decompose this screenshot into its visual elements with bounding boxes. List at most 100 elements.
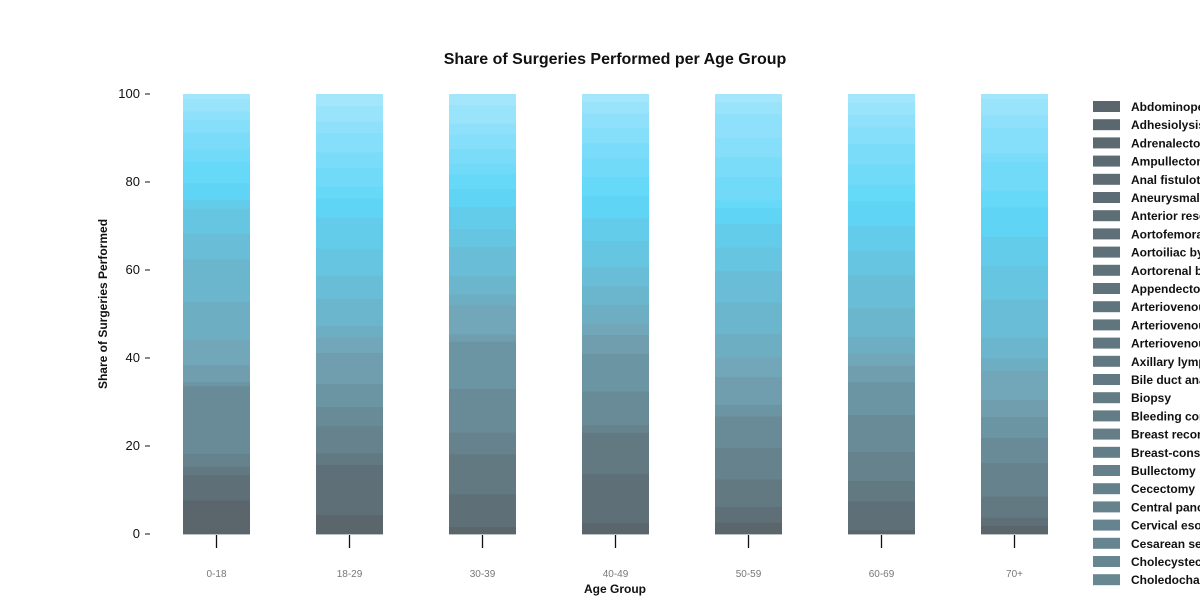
bar-segment-4-60-69 (848, 451, 915, 481)
legend-swatch (1093, 101, 1120, 112)
bar-segment-10-0-18 (183, 259, 250, 302)
bar-segment-21-60-69 (848, 94, 915, 103)
bar-segment-9-50-59 (715, 333, 782, 358)
bar-segment-15-70+ (981, 190, 1048, 208)
bar-segment-15-60-69 (848, 184, 915, 202)
x-tick-label: 40-49 (603, 569, 629, 580)
bar-segment-13-30-39 (449, 206, 516, 229)
legend-item: Anterior resection (1093, 209, 1200, 223)
legend-swatch (1093, 519, 1120, 531)
legend-item: Arteriovenous graft (1093, 318, 1200, 332)
bar-segment-11-70+ (981, 299, 1048, 338)
legend-swatch (1093, 155, 1120, 167)
bar-segment-18-40-49 (582, 127, 649, 144)
bar-segment-10-18-29 (316, 298, 383, 326)
legend-item: Arteriovenous fistula (1093, 300, 1200, 314)
bar-segment-5-50-59 (715, 416, 782, 448)
bar-segment-17-50-59 (715, 156, 782, 177)
legend-item: Aortorenal bypass (1093, 264, 1200, 278)
bar-segment-19-30-39 (449, 123, 516, 135)
y-axis-label: Share of Surgeries Performed (96, 219, 110, 389)
bar-segment-7-70+ (981, 399, 1048, 418)
bar-segment-10-40-49 (582, 285, 649, 305)
bar-segment-17-18-29 (316, 151, 383, 168)
legend-label: Cecectomy (1131, 482, 1195, 496)
bar-segment-5-70+ (981, 437, 1048, 464)
legend-swatch (1093, 483, 1120, 495)
bar-segment-4-70+ (981, 462, 1048, 497)
bar-segment-17-30-39 (449, 148, 516, 164)
bar-segment-18-70+ (981, 127, 1048, 154)
legend-swatch (1093, 392, 1120, 404)
bar-segment-20-70+ (981, 98, 1048, 116)
bar-segment-21-70+ (981, 94, 1048, 99)
bar-segment-18-50-59 (715, 137, 782, 158)
bar-segment-3-30-39 (449, 454, 516, 495)
bar-segment-13-60-69 (848, 225, 915, 251)
bar-segment-4-30-39 (449, 432, 516, 455)
bar-segment-9-60-69 (848, 336, 915, 354)
y-tick-label: 60 (126, 262, 140, 277)
bar-segment-11-30-39 (449, 246, 516, 277)
bar-segment-13-40-49 (582, 218, 649, 242)
legend-item: Bullectomy (1093, 464, 1196, 478)
bar-segment-15-0-18 (183, 161, 250, 184)
bar-segment-8-60-69 (848, 353, 915, 366)
bar-segment-17-70+ (981, 152, 1048, 162)
bar-segment-20-50-59 (715, 101, 782, 115)
legend-label: Appendectomy (1131, 282, 1200, 296)
bar-segment-21-30-39 (449, 94, 516, 106)
bar-segment-16-50-59 (715, 176, 782, 201)
bar-segment-4-0-18 (183, 453, 250, 467)
bar-segment-16-40-49 (582, 157, 649, 178)
bar-segment-3-50-59 (715, 479, 782, 507)
bar-segment-12-70+ (981, 265, 1048, 300)
legend-swatch (1093, 574, 1120, 586)
bar-segment-8-0-18 (183, 339, 250, 366)
bar-segment-5-18-29 (316, 406, 383, 427)
bar-segment-2-18-29 (316, 464, 383, 516)
legend-item: Aortoiliac bypass (1093, 246, 1200, 260)
bar-segment-20-60-69 (848, 102, 915, 115)
bar-segment-15-30-39 (449, 174, 516, 189)
bar-segment-7-40-49 (582, 334, 649, 354)
legend-item: Bleeding control (1093, 409, 1200, 423)
legend-item: Bile duct anastomosis (1093, 373, 1200, 387)
bar-segment-3-60-69 (848, 480, 915, 502)
legend-label: Bleeding control (1131, 409, 1200, 423)
bar-segment-2-70+ (981, 517, 1048, 527)
bar-segment-19-70+ (981, 114, 1048, 128)
x-tick-label: 0-18 (206, 569, 226, 580)
legend-label: Aortofemoral bypass (1131, 227, 1200, 241)
x-tick-label: 18-29 (337, 569, 363, 580)
bar-segment-9-30-39 (449, 294, 516, 306)
legend-label: Ampullectomy (1131, 155, 1200, 169)
bar-segment-8-18-29 (316, 337, 383, 353)
bar-segment-20-40-49 (582, 101, 649, 114)
x-tick-label: 30-39 (470, 569, 496, 580)
bar-segment-15-40-49 (582, 176, 649, 196)
legend-swatch (1093, 501, 1120, 513)
bar-segment-17-40-49 (582, 142, 649, 159)
bar-segment-2-40-49 (582, 473, 649, 524)
bar-segment-8-40-49 (582, 323, 649, 336)
bar-segment-1-30-39 (449, 526, 516, 535)
bar-segment-6-60-69 (848, 381, 915, 416)
legend-swatch (1093, 446, 1120, 458)
legend-swatch (1093, 283, 1120, 294)
bar-segment-11-60-69 (848, 274, 915, 309)
legend-swatch (1093, 465, 1120, 476)
bar-segment-19-0-18 (183, 110, 250, 120)
bar-segment-1-18-29 (316, 514, 383, 535)
legend-swatch (1093, 301, 1120, 313)
bar-segment-16-0-18 (183, 149, 250, 163)
bar-segment-11-18-29 (316, 275, 383, 299)
bar-segment-18-18-29 (316, 132, 383, 153)
y-tick-label: 80 (126, 174, 140, 189)
bar-segment-3-70+ (981, 496, 1048, 518)
bar-segment-7-50-59 (715, 376, 782, 405)
bar-segment-6-70+ (981, 416, 1048, 439)
legend-swatch (1093, 264, 1120, 276)
bar-segment-14-70+ (981, 207, 1048, 237)
